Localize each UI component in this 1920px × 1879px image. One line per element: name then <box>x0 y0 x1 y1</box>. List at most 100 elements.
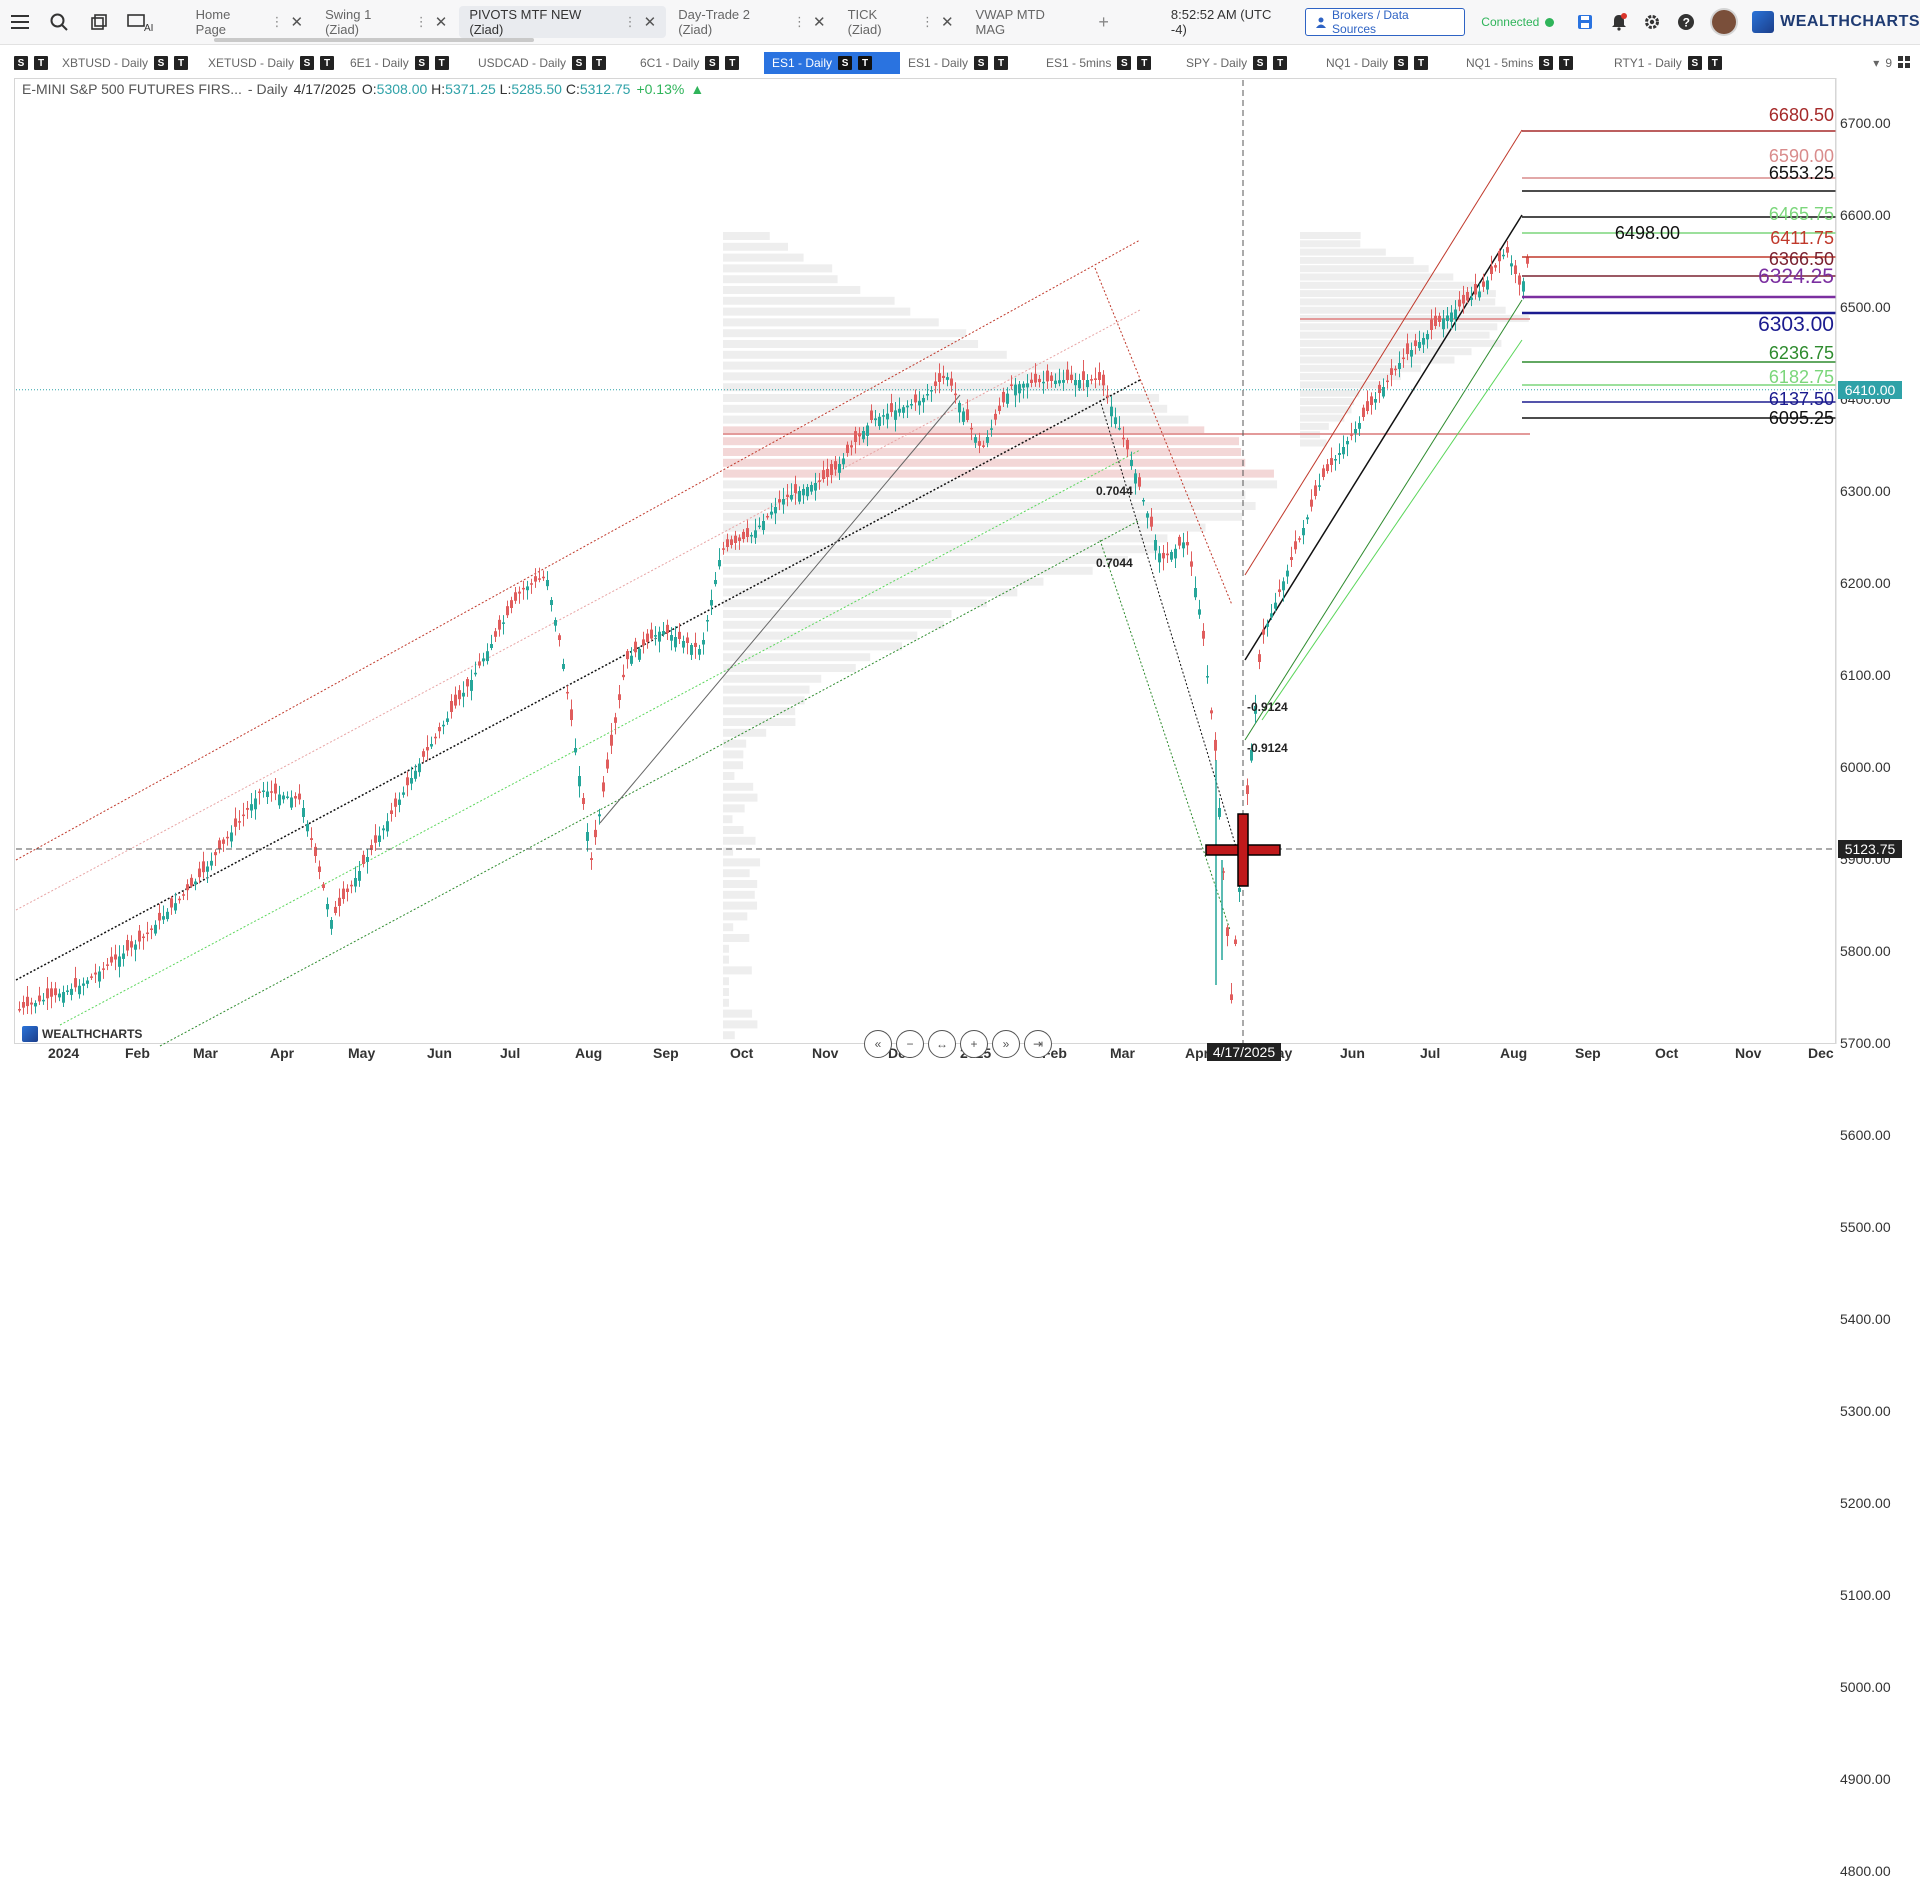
candle-body <box>234 818 237 826</box>
scroll-to-end-button[interactable]: ⇥ <box>1024 1030 1052 1058</box>
candle-body <box>1394 369 1397 371</box>
candle-body <box>750 535 753 537</box>
candle-body <box>214 852 217 855</box>
candle-body <box>902 407 905 413</box>
chart-watermark: WEALTHCHARTS <box>22 1026 142 1042</box>
pivot-level-label: 6303.00 <box>1704 313 1834 337</box>
candle-body <box>442 725 445 727</box>
candle-body <box>1474 284 1477 294</box>
channel-mid-lower-line <box>60 450 1140 1025</box>
last-price-tag: 6410.00 <box>1838 381 1902 399</box>
candle-body <box>398 800 401 805</box>
rise-channel-upper <box>1245 130 1522 575</box>
candle-body <box>434 737 437 739</box>
y-axis-tick: 5500.00 <box>1840 1219 1891 1235</box>
candle-body <box>1094 378 1097 380</box>
candle-body <box>1282 581 1285 590</box>
down-channel-lower <box>1100 540 1230 930</box>
candle-body <box>1438 316 1441 322</box>
chart-legend: E-MINI S&P 500 FUTURES FIRS... - Daily 4… <box>22 81 704 97</box>
candle-body <box>1354 429 1357 433</box>
candle-body <box>1478 292 1481 298</box>
candle-body <box>1186 542 1189 545</box>
candle-body <box>1170 552 1173 560</box>
candle-body <box>474 673 477 675</box>
volume-profile-bar <box>723 588 1017 596</box>
candle-body <box>1062 380 1065 383</box>
candle-body <box>754 530 757 537</box>
candle-body <box>118 957 121 967</box>
volume-profile-bar <box>723 416 1188 424</box>
candle-body <box>882 415 885 417</box>
volume-profile-bar <box>723 621 944 629</box>
cursor-price-tag: 5123.75 <box>1838 840 1902 858</box>
candle-body <box>466 679 469 686</box>
candle-body <box>1510 263 1513 266</box>
volume-profile-bar <box>723 243 788 251</box>
candle-body <box>1498 251 1501 261</box>
volume-profile-bar <box>723 394 1159 402</box>
candle-body <box>26 997 29 1006</box>
candle-body <box>178 899 181 901</box>
candle-body <box>538 578 541 580</box>
candle-body <box>1366 401 1369 411</box>
candle-body <box>1410 350 1413 357</box>
volume-profile-bar <box>723 772 734 780</box>
candle-body <box>142 937 145 939</box>
candle-body <box>986 437 989 443</box>
y-axis-tick: 4900.00 <box>1840 1771 1891 1787</box>
y-axis-tick: 4800.00 <box>1840 1863 1891 1879</box>
pivot-level-label: 6324.25 <box>1704 265 1834 289</box>
candle-body <box>70 989 73 995</box>
volume-profile-bar <box>723 1010 752 1018</box>
candle-body <box>782 499 785 505</box>
candle-body <box>594 830 597 837</box>
candle-body <box>726 539 729 547</box>
candle-body <box>382 828 385 830</box>
candle-body <box>1074 380 1077 385</box>
candle-body <box>646 634 649 642</box>
zoom-out-button[interactable]: − <box>896 1030 924 1058</box>
fit-button[interactable]: ↔ <box>928 1030 956 1058</box>
scroll-back-fast-button[interactable]: « <box>864 1030 892 1058</box>
candle-body <box>938 373 941 382</box>
candle-body <box>222 840 225 844</box>
candle-body <box>722 548 725 550</box>
candle-body <box>806 487 809 496</box>
volume-profile-bar <box>723 578 1043 586</box>
candle-body <box>590 858 593 860</box>
candle-body <box>1346 441 1349 444</box>
candle-body <box>426 747 429 750</box>
bar-date: 4/17/2025 <box>294 81 356 97</box>
zoom-in-button[interactable]: + <box>960 1030 988 1058</box>
candle-body <box>1442 319 1445 330</box>
x-axis-tick: Oct <box>1655 1045 1678 1061</box>
x-axis-tick: 2024 <box>48 1045 79 1061</box>
volume-profile-bar <box>723 945 729 953</box>
candle-body <box>946 377 949 380</box>
candle-body <box>710 600 713 606</box>
candle-body <box>890 403 893 412</box>
candle-body <box>1114 417 1117 424</box>
candle-body <box>386 821 389 831</box>
candle-body <box>1494 265 1497 267</box>
candle-body <box>1030 380 1033 383</box>
candle-body <box>74 978 77 987</box>
candle-body <box>306 824 309 831</box>
candle-body <box>1194 588 1197 597</box>
symbol-name: E-MINI S&P 500 FUTURES FIRS... <box>22 81 242 97</box>
candle-body <box>766 516 769 518</box>
candle-body <box>1082 371 1085 380</box>
y-axis-tick: 6600.00 <box>1840 207 1891 223</box>
candle-body <box>158 913 161 921</box>
scroll-forward-fast-button[interactable]: » <box>992 1030 1020 1058</box>
price-chart[interactable] <box>0 0 1920 1080</box>
volume-profile-bar <box>1300 406 1352 413</box>
candle-body <box>170 898 173 907</box>
candle-body <box>934 381 937 386</box>
candle-body <box>174 903 177 910</box>
candle-body <box>918 401 921 406</box>
candle-body <box>638 649 641 660</box>
candle-body <box>1378 385 1381 393</box>
candle-body <box>358 871 361 881</box>
